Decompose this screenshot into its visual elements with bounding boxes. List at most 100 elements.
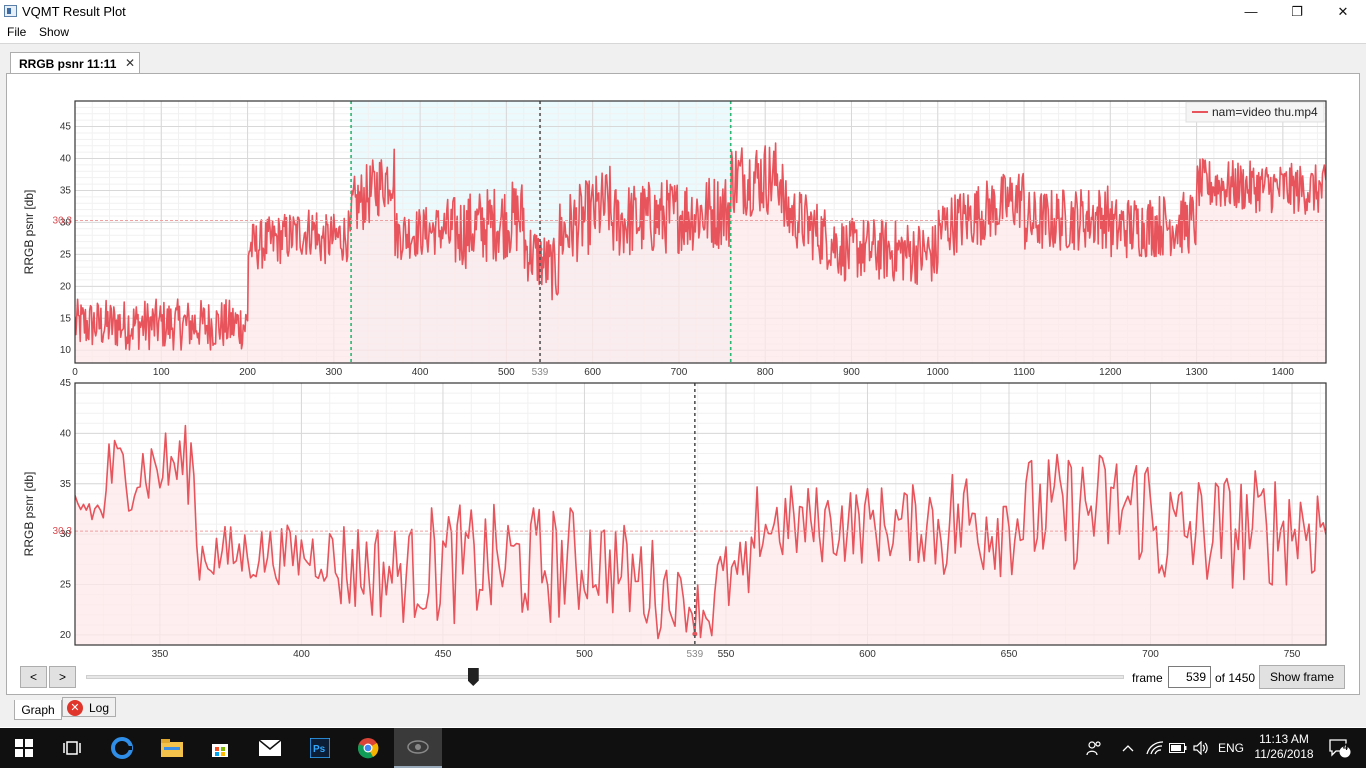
taskbar: Ps ENG 11:13 AM 11/26/2018 4 (0, 728, 1366, 768)
series-line-overview[interactable] (75, 142, 1326, 351)
y-tick-label: 45 (60, 122, 72, 133)
plot-border-zoom (74, 382, 1327, 646)
cursor-point (692, 631, 698, 637)
task-view-icon[interactable] (48, 728, 96, 768)
legend-box[interactable] (1185, 101, 1325, 123)
prev-frame-button[interactable]: < (20, 666, 47, 688)
charts-canvas[interactable]: 0 100 200 300 400 500 600 700 800 900 1000 1100 1200… (7, 74, 1359, 660)
y-tick-label: 20 (60, 630, 72, 641)
chrome-icon[interactable] (344, 728, 392, 768)
frame-slider[interactable] (86, 668, 1124, 686)
x-tick-label: 350 (152, 649, 169, 660)
clock[interactable]: 11:13 AM 11/26/2018 (1252, 732, 1316, 762)
y-tick-label: 35 (60, 479, 72, 490)
title-bar: VQMT Result Plot — ❐ ✕ (0, 0, 1366, 23)
frame-input[interactable] (1168, 666, 1211, 688)
average-label: 30,3 (53, 526, 73, 537)
y-axis-label: RRGB psnr [db] (22, 472, 36, 557)
chart-overview[interactable]: 0 100 200 300 400 500 600 700 800 900 1000 1100 1200… (22, 100, 1327, 378)
maximize-button[interactable]: ❐ (1291, 3, 1303, 19)
menu-file[interactable]: File (7, 25, 27, 39)
cursor-label-bg (684, 647, 705, 659)
slider-thumb[interactable] (467, 668, 479, 686)
close-button[interactable]: ✕ (1337, 3, 1349, 19)
cursor-label-bg (530, 365, 551, 377)
edge-icon[interactable] (98, 728, 146, 768)
vqmt-icon[interactable] (394, 728, 442, 768)
x-tick-label: 200 (239, 367, 256, 378)
x-tick-label: 600 (859, 649, 876, 660)
y-axis-label: RRGB psnr [db] (22, 190, 36, 275)
x-tick-label: 750 (1284, 649, 1301, 660)
x-tick-label: 1000 (927, 367, 950, 378)
tab-log-label: Log (89, 701, 110, 715)
plot-border-overview (74, 100, 1327, 364)
x-tick-label: 550 (718, 649, 735, 660)
chevron-up-icon[interactable] (1118, 728, 1138, 768)
frame-label: frame (1132, 671, 1163, 685)
mail-icon[interactable] (246, 728, 294, 768)
minimize-button[interactable]: — (1244, 4, 1258, 19)
language-indicator[interactable]: ENG (1217, 741, 1244, 755)
wifi-icon[interactable] (1144, 728, 1166, 768)
people-icon[interactable] (1082, 728, 1106, 768)
notifications-count: 4 (1342, 742, 1348, 752)
x-tick-label: 500 (498, 367, 515, 378)
frame-navigation: < > frame of 1450 Show frame (0, 664, 1366, 698)
y-tick-label: 20 (60, 281, 72, 292)
show-frame-button[interactable]: Show frame (1259, 665, 1345, 689)
y-tick-label: 25 (60, 249, 72, 260)
y-tick-label: 10 (60, 345, 72, 356)
x-tick-label: 650 (1001, 649, 1018, 660)
x-tick-label: 900 (843, 367, 860, 378)
x-tick-label: 400 (293, 649, 310, 660)
cursor-label: 539 (686, 649, 703, 660)
y-tick-label: 15 (60, 313, 72, 324)
x-tick-label: 450 (435, 649, 452, 660)
tab-graph[interactable]: Graph (14, 700, 62, 720)
slider-track[interactable] (86, 675, 1124, 679)
x-tick-label: 400 (412, 367, 429, 378)
next-frame-button[interactable]: > (49, 666, 76, 688)
window-title: VQMT Result Plot (22, 4, 126, 19)
clock-date: 11/26/2018 (1254, 747, 1314, 761)
y-tick-label: 40 (60, 428, 72, 439)
y-tick-label: 30 (60, 529, 72, 540)
plot-panel: 0 100 200 300 400 500 600 700 800 900 1000 1100 1200… (6, 73, 1360, 695)
cursor-point (537, 246, 543, 252)
notifications-icon[interactable]: 4 (1320, 728, 1360, 768)
x-tick-label: 600 (584, 367, 601, 378)
series-line-zoom[interactable] (75, 424, 1326, 640)
y-tick-label: 45 (60, 378, 72, 389)
store-icon[interactable] (196, 728, 244, 768)
app-icon (4, 5, 17, 17)
svg-text:Ps: Ps (313, 744, 326, 755)
photoshop-icon[interactable]: Ps (296, 728, 344, 768)
clock-time: 11:13 AM (1259, 732, 1309, 746)
x-tick-label: 0 (72, 367, 78, 378)
x-tick-label: 1300 (1185, 367, 1208, 378)
tab-label: RRGB psnr 11:11 (19, 57, 117, 71)
legend-label: nam=video thu.mp4 (1212, 105, 1318, 119)
tab-close-icon[interactable]: ✕ (125, 56, 136, 70)
tab-rrgb-psnr[interactable]: RRGB psnr 11:11 ✕ (10, 52, 140, 74)
client-area: RRGB psnr 11:11 ✕ 0 100 200 300 400 500 600 700… (0, 43, 1366, 727)
start-icon[interactable] (0, 728, 48, 768)
volume-icon[interactable] (1190, 728, 1212, 768)
file-explorer-icon[interactable] (148, 728, 196, 768)
x-tick-label: 1400 (1272, 367, 1295, 378)
x-tick-label: 300 (325, 367, 342, 378)
bottom-tabs: Graph ✕ Log (0, 696, 1366, 720)
tab-log[interactable]: ✕ Log (62, 697, 116, 717)
x-tick-label: 700 (671, 367, 688, 378)
x-tick-label: 1100 (1013, 367, 1035, 378)
menu-show[interactable]: Show (39, 25, 70, 39)
x-tick-label: 1200 (1099, 367, 1122, 378)
average-label: 30,3 (53, 215, 73, 226)
chart-zoom[interactable]: 350 400 450 500 550 600 650 700 750 20 25 30 35 40 45 3… (22, 378, 1327, 660)
battery-icon[interactable] (1166, 728, 1190, 768)
cursor-label: 539 (532, 367, 549, 378)
frame-total: of 1450 (1215, 671, 1256, 685)
y-tick-label: 35 (60, 185, 72, 196)
y-tick-label: 25 (60, 580, 72, 591)
